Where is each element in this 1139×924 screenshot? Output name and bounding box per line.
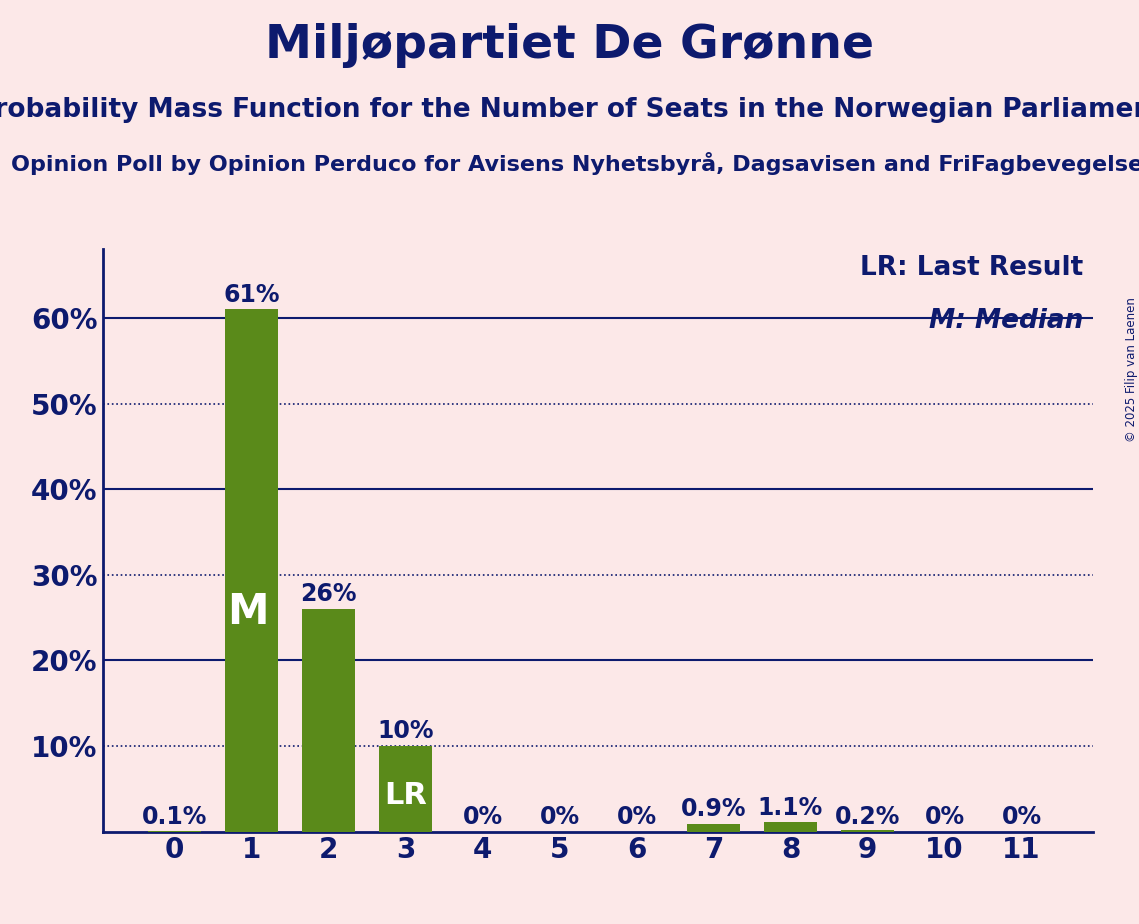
Text: M: M bbox=[227, 591, 269, 633]
Text: 10%: 10% bbox=[377, 720, 434, 744]
Text: 0%: 0% bbox=[1001, 805, 1041, 829]
Text: 61%: 61% bbox=[223, 283, 280, 307]
Text: Probability Mass Function for the Number of Seats in the Norwegian Parliament: Probability Mass Function for the Number… bbox=[0, 97, 1139, 123]
Text: Opinion Poll by Opinion Perduco for Avisens Nyhetsbyrå, Dagsavisen and FriFagbev: Opinion Poll by Opinion Perduco for Avis… bbox=[11, 152, 1139, 176]
Text: 0.9%: 0.9% bbox=[681, 797, 746, 821]
Bar bbox=[841, 830, 894, 832]
Text: LR: Last Result: LR: Last Result bbox=[860, 255, 1083, 281]
Text: 0%: 0% bbox=[462, 805, 502, 829]
Text: 0%: 0% bbox=[616, 805, 656, 829]
Text: 0%: 0% bbox=[540, 805, 580, 829]
Bar bbox=[302, 609, 355, 832]
Text: M: Median: M: Median bbox=[929, 308, 1083, 334]
Bar bbox=[224, 310, 278, 832]
Bar bbox=[687, 824, 740, 832]
Text: 0%: 0% bbox=[925, 805, 965, 829]
Text: 1.1%: 1.1% bbox=[757, 796, 823, 820]
Bar bbox=[763, 822, 818, 832]
Text: 0.2%: 0.2% bbox=[835, 805, 900, 829]
Text: © 2025 Filip van Laenen: © 2025 Filip van Laenen bbox=[1124, 298, 1138, 442]
Bar bbox=[378, 746, 433, 832]
Text: 26%: 26% bbox=[301, 582, 357, 606]
Text: LR: LR bbox=[384, 781, 427, 810]
Text: Miljøpartiet De Grønne: Miljøpartiet De Grønne bbox=[265, 23, 874, 68]
Text: 0.1%: 0.1% bbox=[142, 805, 207, 829]
